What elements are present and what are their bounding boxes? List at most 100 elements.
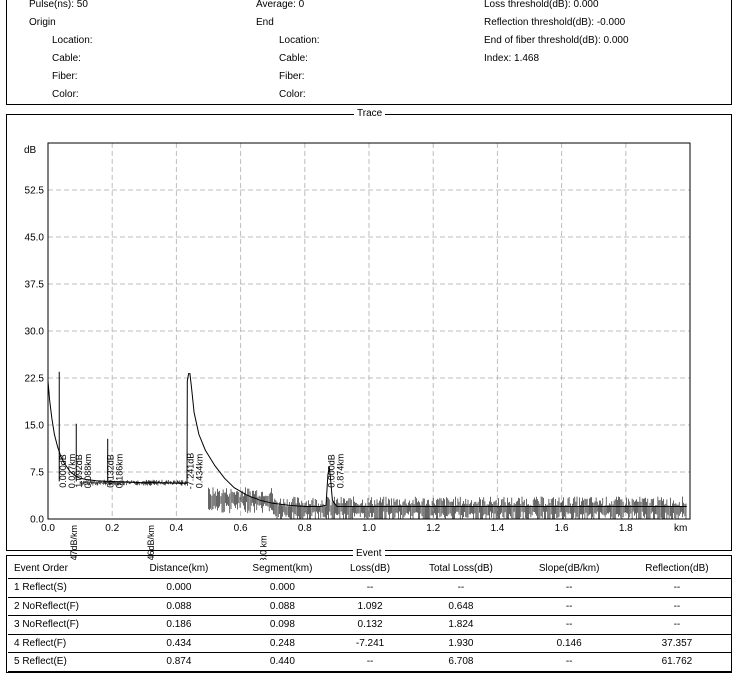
- col-total-loss: Total Loss(dB): [405, 558, 517, 579]
- event-marker-label: 0.434km: [194, 454, 204, 489]
- cell-reflection: --: [621, 578, 732, 598]
- table-row[interactable]: 2 NoReflect(F) 0.088 0.088 1.092 0.648 -…: [8, 597, 732, 616]
- end-cable-label: Cable:: [279, 53, 308, 64]
- event-marker-label: 0.132dB: [106, 454, 116, 488]
- table-row[interactable]: 1 Reflect(S) 0.000 0.000 -- -- -- --: [8, 578, 732, 598]
- table-row[interactable]: 5 Reflect(E) 0.874 0.440 -- 6.708 -- 61.…: [8, 652, 732, 672]
- y-tick-label: 22.5: [25, 374, 45, 385]
- segment-slope-label: 3.0 km: [258, 535, 268, 560]
- origin-fiber-label: Fiber:: [52, 71, 78, 82]
- event-group-title: Event: [353, 548, 385, 559]
- plot-frame: [47, 142, 691, 520]
- noise-path: [79, 479, 687, 519]
- average-label: Average: 0: [256, 0, 305, 10]
- cell-event-order: 4 Reflect(F): [8, 634, 128, 653]
- cell-slope: 0.146: [516, 634, 622, 653]
- segment-slope-label: 0.146dB/km: [146, 525, 156, 560]
- y-tick-label: 0.0: [30, 515, 44, 526]
- cell-event-order: 3 NoReflect(F): [8, 615, 128, 635]
- trace-group-title: Trace: [354, 108, 386, 119]
- cell-total-loss: 0.648: [405, 597, 517, 616]
- table-row[interactable]: 3 NoReflect(F) 0.186 0.098 0.132 1.824 -…: [8, 615, 732, 635]
- y-tick-label: 52.5: [25, 186, 45, 197]
- x-tick-label: 1.4: [490, 523, 504, 534]
- cell-slope: --: [516, 597, 622, 616]
- cell-reflection: --: [621, 597, 732, 616]
- cell-event-order: 1 Reflect(S): [8, 578, 128, 598]
- header-info-panel: [6, 0, 732, 105]
- x-tick-label: 0.8: [298, 523, 312, 534]
- eof-threshold-label: End of fiber threshold(dB): 0.000: [484, 35, 629, 46]
- cell-distance: 0.874: [127, 652, 231, 672]
- event-marker-label: -7.241dB: [185, 453, 195, 490]
- event-marker-label: 0.088km: [83, 454, 93, 489]
- trace-noise: [79, 479, 687, 519]
- y-tick-label: 7.5: [30, 468, 44, 479]
- event-marker-label: 0.000dB: [58, 454, 68, 488]
- cell-segment: 0.000: [230, 578, 335, 598]
- x-tick-label: 0.2: [105, 523, 119, 534]
- cell-distance: 0.088: [127, 597, 231, 616]
- end-location-label: Location:: [279, 35, 320, 46]
- y-tick-label: 30.0: [25, 327, 45, 338]
- cell-reflection: 37.357: [621, 634, 732, 653]
- event-marker-label: 0.037km: [67, 454, 77, 489]
- origin-cable-label: Cable:: [52, 53, 81, 64]
- cell-loss: 1.092: [334, 597, 406, 616]
- cell-total-loss: 1.930: [405, 634, 517, 653]
- otdr-trace-chart[interactable]: 0.0 7.5 15.0 22.5 30.0 37.5 45.0 52.5 0.0 0.2 0.4 0…: [0, 0, 737, 560]
- pulse-label: Pulse(ns): 50: [29, 0, 88, 10]
- x-tick-label: 1.2: [426, 523, 440, 534]
- reflection-threshold-label: Reflection threshold(dB): -0.000: [484, 17, 626, 28]
- cell-event-order: 5 Reflect(E): [8, 652, 128, 672]
- loss-threshold-label: Loss threshold(dB): 0.000: [484, 0, 599, 10]
- col-loss: Loss(dB): [334, 558, 406, 579]
- cell-distance: 0.186: [127, 615, 231, 635]
- cell-reflection: --: [621, 615, 732, 635]
- cell-event-order: 2 NoReflect(F): [8, 597, 128, 616]
- cell-loss: --: [334, 578, 406, 598]
- x-tick-label: 0.6: [234, 523, 248, 534]
- y-tick-label: 37.5: [25, 280, 45, 291]
- cell-loss: -7.241: [334, 634, 406, 653]
- col-distance: Distance(km): [127, 558, 231, 579]
- col-slope: Slope(dB/km): [516, 558, 622, 579]
- end-label: End: [256, 17, 274, 28]
- cell-segment: 0.248: [230, 634, 335, 653]
- x-tick-label: 0.4: [169, 523, 183, 534]
- y-tick-label: 45.0: [25, 233, 45, 244]
- segment-slope-label: 7.147dB/km: [69, 525, 79, 560]
- cell-slope: --: [516, 578, 622, 598]
- event-marker-label: 0.186km: [115, 454, 125, 489]
- col-reflection: Reflection(dB): [621, 558, 732, 579]
- origin-location-label: Location:: [52, 35, 93, 46]
- end-color-label: Color:: [279, 89, 306, 100]
- x-tick-label: 1.0: [362, 523, 376, 534]
- event-marker-label: 0.874km: [336, 454, 346, 489]
- cell-segment: 0.440: [230, 652, 335, 672]
- x-axis-label: km: [674, 523, 687, 534]
- cell-total-loss: 1.824: [405, 615, 517, 635]
- event-table-header: Event Order Distance(km) Segment(km) Los…: [8, 558, 732, 579]
- end-fiber-label: Fiber:: [279, 71, 305, 82]
- y-tick-label: 15.0: [25, 421, 45, 432]
- cell-segment: 0.098: [230, 615, 335, 635]
- cell-total-loss: --: [405, 578, 517, 598]
- x-tick-label: 0.0: [41, 523, 55, 534]
- cell-loss: 0.132: [334, 615, 406, 635]
- x-tick-label: 1.8: [619, 523, 633, 534]
- origin-color-label: Color:: [52, 89, 79, 100]
- event-table: Event Order Distance(km) Segment(km) Los…: [8, 558, 732, 672]
- cell-slope: --: [516, 652, 622, 672]
- cell-loss: --: [334, 652, 406, 672]
- cell-distance: 0.000: [127, 578, 231, 598]
- col-event-order: Event Order: [8, 558, 128, 579]
- index-label: Index: 1.468: [484, 53, 540, 64]
- cell-distance: 0.434: [127, 634, 231, 653]
- cell-reflection: 61.762: [621, 652, 732, 672]
- col-segment: Segment(km): [230, 558, 335, 579]
- table-row[interactable]: 4 Reflect(F) 0.434 0.248 -7.241 1.930 0.…: [8, 634, 732, 653]
- cell-total-loss: 6.708: [405, 652, 517, 672]
- x-tick-label: 1.6: [555, 523, 569, 534]
- event-marker-label: 1.092dB: [74, 454, 84, 488]
